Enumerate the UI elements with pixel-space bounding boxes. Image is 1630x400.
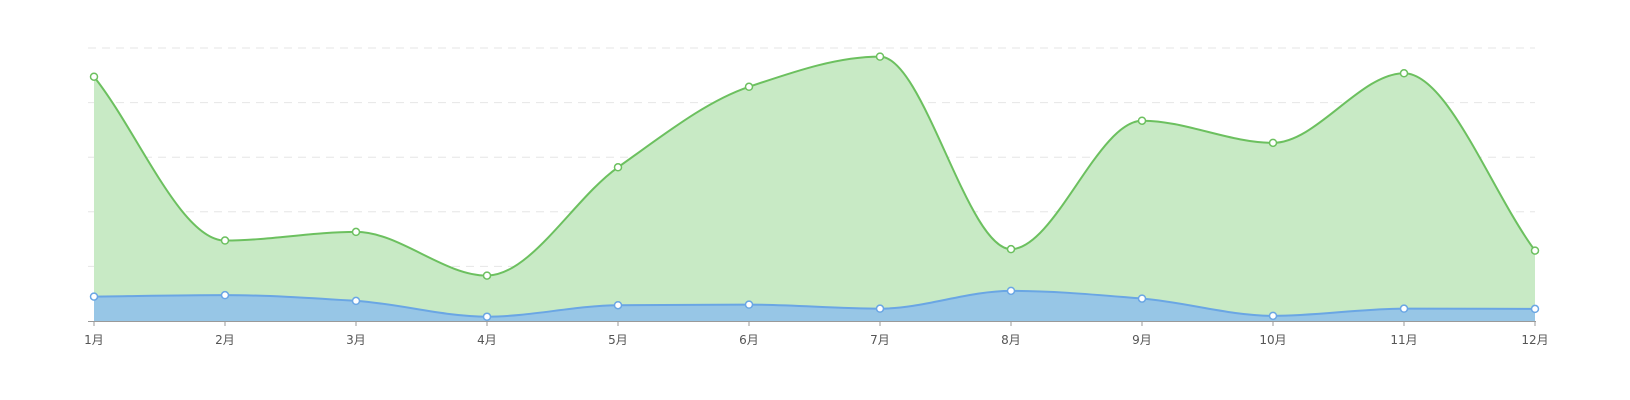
x-tick-label: 3月 xyxy=(346,333,366,347)
series-1-point-4[interactable] xyxy=(482,271,492,280)
series-1-area xyxy=(94,56,1535,321)
series-2-point-1[interactable] xyxy=(89,292,99,301)
series-2-point-6[interactable] xyxy=(744,300,754,309)
series-2-point-4[interactable] xyxy=(482,312,492,321)
x-tick-label: 11月 xyxy=(1390,333,1417,347)
series-2-point-3[interactable] xyxy=(351,296,361,306)
series-1-point-1[interactable] xyxy=(89,72,99,81)
series-2-point-10[interactable] xyxy=(1268,311,1278,321)
x-axis: 1月 2月 3月 4月 5月 6月 7月 8月 9月 10月 11月 12月 xyxy=(84,321,1549,347)
series-2-area xyxy=(94,290,1535,321)
series-1-point-5[interactable] xyxy=(613,163,623,172)
series-1-point-9[interactable] xyxy=(1137,116,1147,125)
x-tick-label: 5月 xyxy=(608,333,628,347)
series-2-point-11[interactable] xyxy=(1399,304,1409,313)
x-tick-label: 7月 xyxy=(870,333,890,347)
x-tick-label: 2月 xyxy=(215,333,235,347)
x-tick-label: 9月 xyxy=(1132,333,1152,347)
series-1-point-8[interactable] xyxy=(1006,244,1016,254)
series-1-point-7[interactable] xyxy=(875,52,885,61)
series-1-point-6[interactable] xyxy=(744,82,754,92)
x-tick-label: 4月 xyxy=(477,333,497,347)
series-2-point-5[interactable] xyxy=(613,300,623,310)
series-1-line xyxy=(93,55,1536,277)
x-tick-label: 6月 xyxy=(739,333,759,347)
points-layer xyxy=(89,52,1540,321)
series-1-point-12[interactable] xyxy=(1530,246,1540,255)
series-2-point-7[interactable] xyxy=(875,304,885,313)
x-tick-label: 1月 xyxy=(84,333,104,347)
series-1-point-11[interactable] xyxy=(1399,69,1409,78)
x-tick-label: 8月 xyxy=(1001,333,1021,347)
series-2-point-9[interactable] xyxy=(1137,294,1147,303)
series-2-point-8[interactable] xyxy=(1006,286,1016,296)
series-2-point-2[interactable] xyxy=(220,290,230,300)
series-1-point-10[interactable] xyxy=(1268,138,1278,148)
series-layer xyxy=(93,55,1536,321)
series-1-point-3[interactable] xyxy=(351,227,361,237)
series-2-point-12[interactable] xyxy=(1530,304,1540,314)
x-tick-label: 12月 xyxy=(1521,333,1548,347)
x-tick-label: 10月 xyxy=(1259,333,1286,347)
series-2-line xyxy=(93,289,1536,318)
series-1-point-2[interactable] xyxy=(220,236,230,245)
